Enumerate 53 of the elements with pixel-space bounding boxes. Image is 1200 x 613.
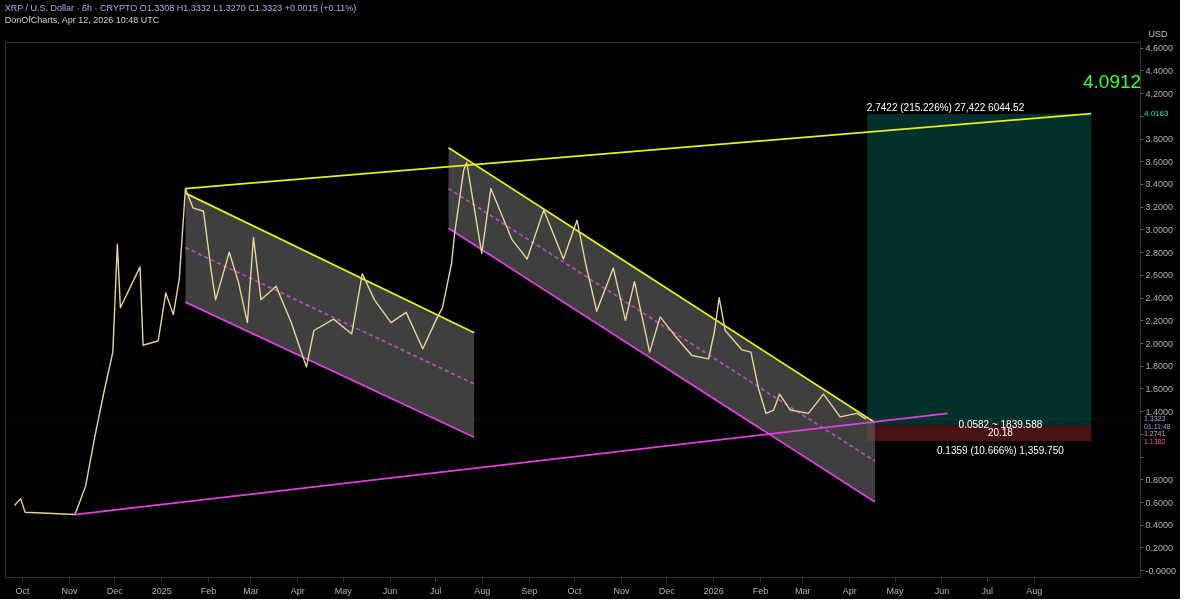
y-tick-label: 0.8000 [1145,474,1174,485]
x-tick-label: Mar [243,585,259,596]
x-tick-label: Jul [429,585,442,596]
y-tick-label: 2.6000 [1145,270,1174,281]
x-tick-label: Nov [61,585,78,596]
y-tick-label: 0.6000 [1145,497,1174,508]
x-tick-label: Apr [842,585,857,596]
annotation: 0.1359 (10.666%) 1,359.750 [937,444,1065,456]
line-series [13,161,867,516]
x-tick-label: May [886,585,905,596]
y-tick-label: 3.6000 [1145,156,1174,167]
y-tick-label: 1.4000 [1145,406,1174,417]
y-tick-label: 2.8000 [1145,247,1174,258]
y-tick-label: 3.2000 [1145,202,1174,213]
x-tick-label: Oct [567,585,582,596]
x-tick-label: Apr [290,585,305,596]
annotation: 2.7422 (215.226%) 27,422 6044.52 [866,101,1025,113]
y-tick-label: 1.8000 [1145,361,1174,372]
chart-subtitle: DonOfCharts, Apr 12, 2026 10:48 UTC [4,15,160,25]
x-tick-label: Feb [200,585,217,596]
x-tick-label: Aug [1026,585,1043,596]
x-tick-label: 2026 [703,585,724,596]
y-tick-label: 4.6000 [1145,43,1174,54]
y-tick-label: 3.0000 [1145,224,1174,235]
x-tick-label: Jul [981,585,994,596]
y-tick-label: 3.8000 [1145,134,1174,145]
y-tick-label: 0.2000 [1145,542,1174,553]
y-tick-label: 2.0000 [1145,338,1174,349]
chart-title: XRP / U.S. Dollar · 6h · CRYPTO O1.3308 H1.3332 L1.3270 C1.3323 +0.0015 (+0.11%) [4,3,357,13]
x-tick-label: Jun [934,585,950,596]
y-tick-label: 2.2000 [1145,315,1174,326]
y-tick-label: 0.4000 [1145,520,1174,531]
y-tick-label: 3.4000 [1145,179,1174,190]
x-tick-label: Dec [658,585,676,596]
y-axis-title: USD [1148,28,1168,39]
text: 4.0163 [1144,109,1170,118]
x-tick-label: Feb [752,585,769,596]
x-tick-label: Jun [382,585,398,596]
x-tick-label: Mar [795,585,811,596]
x-tick-label: 2025 [151,585,172,596]
annotation: 20.18 [987,427,1014,439]
x-tick-label: May [334,585,353,596]
x-tick-label: Aug [474,585,491,596]
y-tick-label: 4.4000 [1145,65,1174,76]
x-tick-label: Nov [613,585,630,596]
x-tick-label: Sep [521,585,538,596]
y-tick-label: -0.0000 [1145,565,1177,576]
y-tick-label: 1.6000 [1145,383,1174,394]
x-tick-label: Dec [106,585,124,596]
x-tick-label: Oct [15,585,31,596]
y-tick-label: 2.4000 [1145,293,1174,304]
y-tick-label: 4.2000 [1145,88,1174,99]
annotation: 4.0912 [1083,71,1142,92]
